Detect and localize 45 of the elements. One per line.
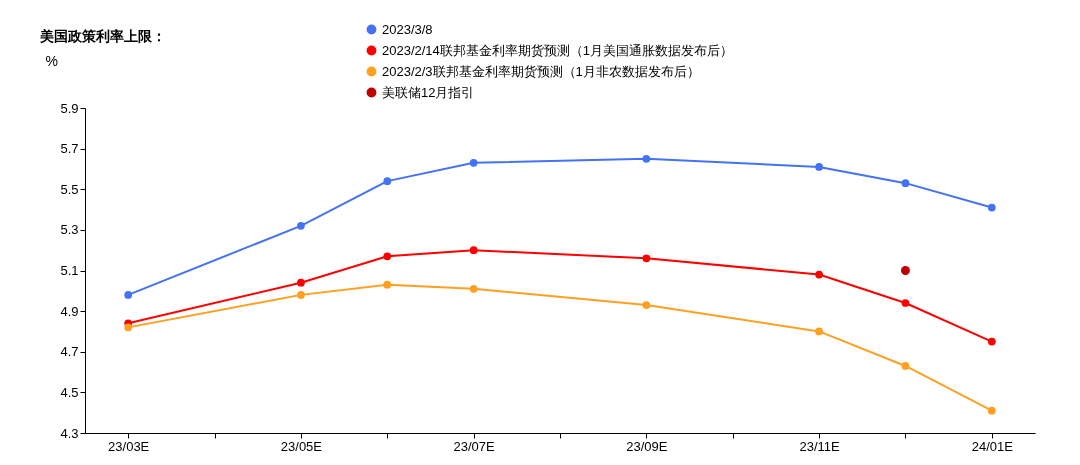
x-tick-label: 23/05E (280, 438, 323, 454)
point (642, 254, 651, 263)
point (383, 280, 392, 289)
y-tick-label: 5.3 (60, 222, 79, 238)
x-tick-label: 23/11E (799, 438, 841, 454)
y-tick-label: 4.3 (60, 425, 79, 441)
point (383, 177, 392, 185)
point (469, 246, 478, 255)
y-axis-title: % (45, 52, 58, 69)
x-tick-label: 24/01E (971, 438, 1014, 454)
point (297, 221, 305, 230)
y-tick-label: 5.1 (60, 263, 79, 278)
y-tick-label: 5.9 (60, 100, 79, 116)
point (383, 252, 392, 261)
legend-label: 2023/2/14联邦基金利率期货预测（1月美国通胀数据发布后） (382, 42, 734, 58)
y-tick-label: 5.7 (60, 141, 79, 157)
point (901, 362, 910, 370)
point (642, 301, 651, 309)
chart-title: 美国政策利率上限： (39, 28, 166, 44)
y-tick-label: 5.5 (60, 181, 79, 197)
point (815, 327, 823, 336)
legend-label: 美联储12月指引 (382, 84, 475, 100)
point (987, 337, 996, 346)
point (469, 284, 478, 293)
point (642, 154, 651, 163)
legend-label: 2023/3/8 (382, 21, 433, 37)
point (469, 158, 478, 167)
point (124, 291, 133, 299)
point (815, 163, 823, 171)
point (815, 270, 823, 279)
point (297, 291, 305, 299)
point (987, 203, 996, 212)
point (297, 278, 305, 287)
y-tick-label: 4.9 (60, 303, 79, 319)
legend-label: 2023/2/3联邦基金利率期货预测（1月非农数据发布后） (382, 63, 700, 79)
point (901, 299, 910, 307)
point (987, 406, 996, 415)
point (124, 323, 133, 332)
x-tick-label: 23/07E (453, 438, 496, 454)
point (901, 179, 910, 188)
y-tick-label: 4.7 (60, 344, 79, 360)
x-tick-label: 23/09E (626, 438, 668, 454)
point (900, 266, 910, 275)
x-tick-label: 23/03E (108, 438, 150, 454)
y-tick-label: 4.5 (60, 384, 79, 400)
